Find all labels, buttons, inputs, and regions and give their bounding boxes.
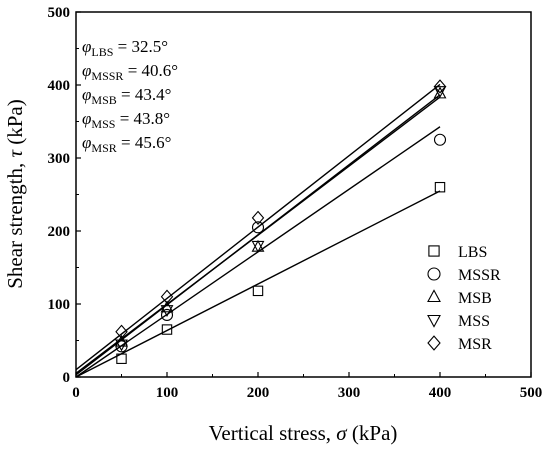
legend-marker-mssr — [427, 267, 441, 281]
fit-lines — [75, 83, 441, 378]
data-point-msr — [251, 210, 265, 226]
data-point-mssr — [433, 133, 447, 146]
data-point-msr — [115, 324, 128, 339]
y-axis-title-unit: (kPa) — [3, 99, 27, 150]
fit-line-lbs — [75, 190, 441, 378]
data-point-mss — [160, 305, 174, 318]
x-tick-label: 500 — [520, 385, 543, 401]
data-point-msr — [160, 289, 174, 304]
friction-angle-label: φMSS = 43.8° — [82, 109, 170, 131]
phi-value: = 43.4° — [117, 85, 172, 104]
y-tick-label: 200 — [48, 224, 71, 240]
friction-angle-annotations: φLBS = 32.5°φMSSR = 40.6°φMSB = 43.4°φMS… — [82, 37, 178, 155]
legend-label: MSS — [458, 313, 490, 330]
data-point-lbs — [116, 353, 127, 364]
phi-symbol: φ — [82, 61, 91, 80]
data-point-lbs — [252, 285, 264, 297]
legend-marker-msb — [427, 289, 441, 303]
x-tick-label: 100 — [156, 385, 179, 401]
x-tick-label: 300 — [338, 385, 361, 401]
axis-ticks: 0 100 200 300 400 500 0 100 200 300 400 500 — [48, 5, 543, 401]
phi-subscript: MSB — [91, 93, 116, 107]
y-tick-label: 500 — [48, 5, 71, 21]
x-tick-label: 200 — [247, 385, 270, 401]
phi-subscript: LBS — [91, 45, 113, 59]
legend-label: MSB — [458, 290, 492, 307]
phi-symbol: φ — [82, 37, 91, 56]
phi-subscript: MSS — [91, 117, 115, 131]
data-points — [115, 79, 447, 364]
data-point-mss — [433, 86, 447, 99]
legend-label: MSSR — [458, 267, 501, 284]
data-point-mssr — [160, 308, 174, 322]
friction-angle-label: φMSB = 43.4° — [82, 85, 171, 107]
friction-angle-label: φMSSR = 40.6° — [82, 61, 178, 83]
phi-value: = 40.6° — [123, 61, 178, 80]
y-axis-title-text: Shear strength, — [3, 158, 27, 289]
phi-symbol: φ — [82, 133, 91, 152]
data-point-mss — [251, 240, 265, 253]
x-tick-label: 400 — [429, 385, 452, 401]
fit-line-msr — [75, 83, 441, 371]
data-point-msr — [433, 79, 447, 94]
x-axis-title-text: Vertical stress, — [209, 421, 337, 445]
legend-marker-lbs — [428, 245, 440, 257]
x-axis-title-unit: (kPa) — [347, 421, 398, 445]
y-axis-title-symbol: τ — [3, 149, 27, 158]
phi-subscript: MSSR — [91, 69, 123, 83]
friction-angle-label: φLBS = 32.5° — [82, 37, 168, 59]
x-axis-title: Vertical stress, σ (kPa) — [209, 421, 398, 445]
y-tick-label: 300 — [48, 151, 71, 167]
legend: LBS MSSR MSB MSS MSR — [427, 244, 501, 353]
y-axis-title: Shear strength, τ (kPa) — [3, 99, 27, 289]
data-point-lbs — [434, 181, 446, 193]
data-point-lbs — [161, 324, 173, 335]
phi-value: = 32.5° — [113, 37, 168, 56]
phi-symbol: φ — [82, 85, 91, 104]
y-tick-label: 400 — [48, 78, 71, 94]
phi-symbol: φ — [82, 109, 91, 128]
data-point-mss — [115, 339, 128, 352]
phi-value: = 43.8° — [115, 109, 170, 128]
data-point-msb — [115, 334, 128, 347]
legend-label: MSR — [458, 336, 492, 353]
x-tick-label: 0 — [72, 385, 80, 401]
legend-label: LBS — [458, 244, 487, 261]
x-axis-title-symbol: σ — [336, 421, 348, 445]
phi-subscript: MSR — [91, 141, 116, 155]
legend-marker-mss — [427, 314, 441, 328]
friction-angle-label: φMSR = 45.6° — [82, 133, 171, 155]
data-point-msb — [160, 300, 174, 313]
data-point-mssr — [251, 221, 265, 234]
y-tick-label: 0 — [63, 370, 71, 386]
fit-line-mss — [75, 94, 441, 376]
legend-marker-msr — [427, 335, 441, 351]
y-tick-label: 100 — [48, 297, 71, 313]
phi-value: = 45.6° — [117, 133, 172, 152]
